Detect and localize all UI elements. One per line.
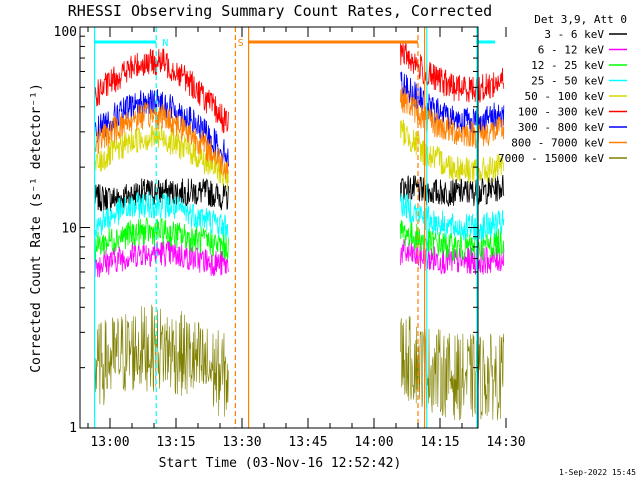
x-axis-ticks: 13:00 13:15 13:30 13:45 14:00 14:15 14:30: [87, 27, 526, 450]
flag-label-s: S: [238, 38, 244, 49]
x-axis-label: Start Time (03-Nov-16 12:52:42): [159, 456, 402, 471]
x-tick-label: 14:30: [486, 435, 525, 450]
y-tick-label: 1: [69, 421, 77, 436]
series-25-50-kev-line: [94, 191, 505, 242]
legend-label-12-25-kev: 12 - 25 keV: [531, 59, 604, 72]
y-axis-ticks: 1 10 100: [54, 25, 478, 436]
y-tick-label: 100: [54, 25, 77, 40]
series-7000-15000-kev-line: [94, 304, 505, 421]
legend-label-6-12-kev: 6 - 12 keV: [538, 44, 605, 57]
legend-label-3-6-kev: 3 - 6 keV: [544, 28, 604, 41]
x-tick-label: 13:30: [222, 435, 261, 450]
x-tick-label: 14:00: [354, 435, 393, 450]
series-3-6-kev-line: [94, 174, 505, 212]
legend-label-100-300-kev: 100 - 300 keV: [518, 106, 604, 119]
x-tick-label: 14:15: [420, 435, 459, 450]
legend: 3 - 6 keV 6 - 12 keV 12 - 25 keV 25 - 50 ke…: [498, 28, 627, 165]
series-800-7000-kev-line: [94, 85, 505, 180]
y-axis-label: Corrected Count Rate (s⁻¹ detector⁻¹): [29, 83, 44, 373]
legend-label-50-100-kev: 50 - 100 keV: [525, 90, 605, 103]
x-tick-label: 13:15: [156, 435, 195, 450]
legend-label-25-50-kev: 25 - 50 keV: [531, 75, 604, 88]
y-tick-label: 10: [61, 222, 77, 237]
chart-title: RHESSI Observing Summary Count Rates, Co…: [68, 2, 492, 20]
legend-label-300-800-kev: 300 - 800 keV: [518, 121, 604, 134]
series-12-25-kev-line: [94, 216, 505, 262]
legend-header: Det 3,9, Att 0: [534, 13, 627, 26]
flag-label-n: N: [162, 38, 168, 49]
x-tick-label: 13:45: [288, 435, 327, 450]
footer-timestamp: 1-Sep-2022 15:45: [559, 468, 636, 477]
legend-label-7000-15000-kev: 7000 - 15000 keV: [498, 152, 604, 165]
legend-label-800-7000-kev: 800 - 7000 keV: [511, 137, 604, 150]
x-tick-label: 13:00: [90, 435, 129, 450]
